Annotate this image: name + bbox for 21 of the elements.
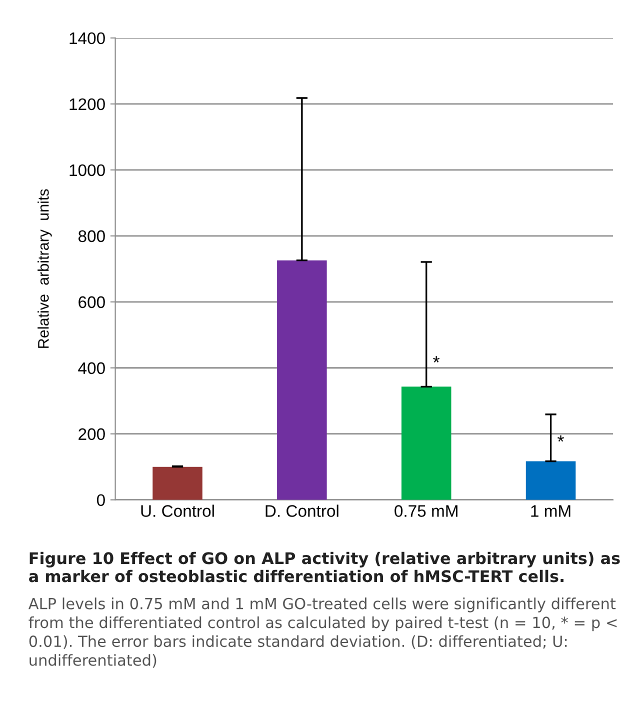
y-tick-label: 1200 bbox=[70, 98, 105, 110]
annotation: * bbox=[433, 356, 440, 362]
annotation: * bbox=[558, 435, 564, 442]
y-tick-label: 200 bbox=[78, 428, 105, 440]
text: Figure 10 Effect of GO on ALP activity (relative arbitrary units) as a marker of osteoblastic differentiation of hMSC-TERT cells. bbox=[29, 552, 620, 582]
text: ALP levels in 0.75 mM and 1 mM GO-treated cells were significantly different from the differentiated control as calculated by paired t-test (n = 10, * = p < 0.01). The error bars indicate standard deviation. (D: differentiated; U: undifferentiated) bbox=[28, 598, 617, 668]
x-tick-label: 1 mM bbox=[531, 505, 570, 517]
y-tick-label: 1400 bbox=[70, 32, 105, 44]
y-tick-label: 1000 bbox=[70, 164, 105, 176]
y-tick-label: 0 bbox=[96, 494, 105, 506]
y-tick-label: 400 bbox=[78, 362, 105, 374]
y-axis-title: Relative arbitrary units bbox=[38, 189, 52, 348]
bar bbox=[526, 461, 576, 500]
bar bbox=[401, 386, 452, 500]
x-tick-label: U. Control bbox=[141, 504, 214, 517]
x-tick-label: D. Control bbox=[266, 504, 338, 517]
bar bbox=[152, 466, 202, 500]
y-tick-label: 600 bbox=[78, 296, 105, 308]
x-tick-label: 0.75 mM bbox=[394, 505, 458, 517]
y-tick-label: 800 bbox=[78, 230, 105, 242]
bar bbox=[277, 260, 327, 500]
